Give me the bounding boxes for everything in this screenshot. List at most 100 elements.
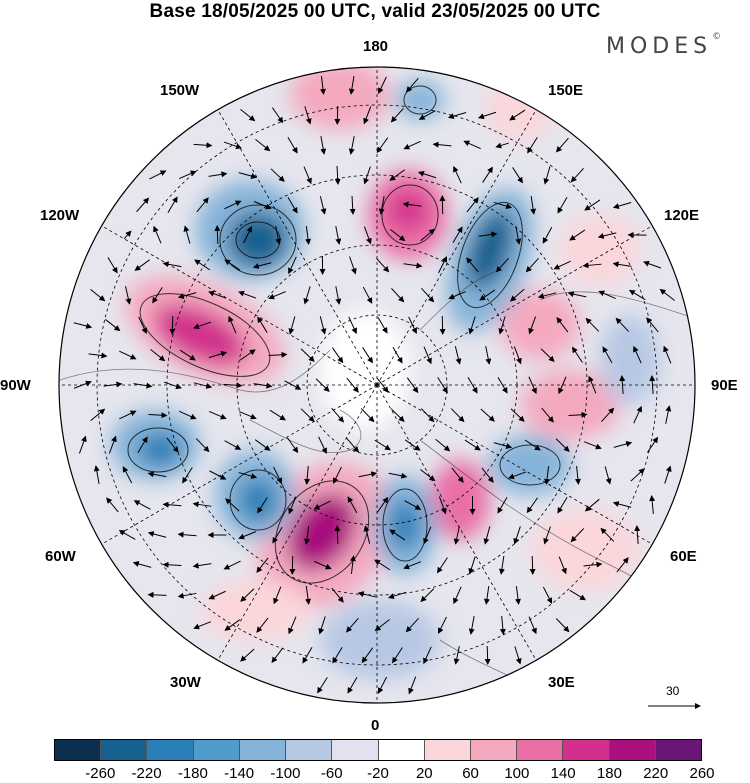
wind-vector bbox=[150, 348, 166, 362]
wind-vector bbox=[238, 172, 258, 179]
wind-vector bbox=[177, 292, 197, 299]
wind-vector bbox=[612, 202, 632, 209]
brand-name: MODES bbox=[606, 34, 713, 59]
wind-vector bbox=[513, 346, 522, 365]
wind-vector bbox=[403, 561, 422, 570]
wind-vector bbox=[420, 228, 436, 242]
wind-vector bbox=[272, 527, 283, 544]
wind-vector bbox=[541, 407, 554, 423]
lon-label-0: 0 bbox=[371, 717, 380, 734]
wind-vector bbox=[224, 200, 242, 210]
wind-vector bbox=[450, 408, 465, 423]
colorbar-swatch bbox=[563, 740, 610, 760]
wind-vector bbox=[633, 345, 642, 364]
wind-vector bbox=[585, 317, 600, 332]
wind-vector bbox=[649, 495, 656, 515]
wind-vector bbox=[119, 410, 137, 420]
wind-vector bbox=[317, 677, 328, 694]
wind-vector bbox=[177, 592, 197, 599]
wind-vector bbox=[570, 168, 584, 183]
wind-vector bbox=[318, 436, 327, 455]
wind-vector bbox=[664, 465, 672, 484]
colorbar-tick-label: -140 bbox=[224, 765, 255, 782]
wind-vector bbox=[530, 196, 537, 215]
wind-vector bbox=[194, 259, 211, 271]
wind-vector bbox=[466, 257, 479, 273]
wind-vector bbox=[240, 588, 255, 602]
wind-vector bbox=[108, 435, 117, 454]
wind-vector bbox=[149, 170, 167, 180]
wind-vector bbox=[193, 382, 213, 389]
wind-vector bbox=[224, 619, 241, 631]
wind-vector bbox=[331, 407, 345, 423]
wind-vector bbox=[238, 531, 257, 540]
wind-vector bbox=[420, 469, 436, 482]
colorbar-swatch bbox=[424, 740, 471, 760]
wind-vector bbox=[663, 345, 672, 364]
wind-vector bbox=[319, 196, 327, 215]
wind-vector bbox=[314, 560, 332, 570]
wind-vector bbox=[377, 676, 388, 694]
wind-vector bbox=[288, 616, 297, 635]
wind-vector bbox=[403, 140, 421, 150]
wind-vector bbox=[556, 317, 569, 333]
wind-vector bbox=[509, 109, 526, 121]
wind-vector bbox=[510, 408, 525, 422]
wind-vector bbox=[192, 501, 212, 508]
colorbar-swatch bbox=[147, 740, 194, 760]
wind-vector bbox=[320, 136, 327, 155]
wind-vector bbox=[268, 291, 287, 300]
wind-vector bbox=[453, 646, 460, 665]
lon-label-150e: 150E bbox=[548, 82, 584, 99]
wind-vector bbox=[208, 171, 228, 178]
wind-vector bbox=[389, 169, 406, 181]
wind-vector bbox=[390, 107, 404, 123]
wind-vector bbox=[304, 465, 311, 485]
wind-vector bbox=[438, 496, 447, 515]
wind-vector bbox=[363, 166, 371, 185]
wind-vector bbox=[348, 136, 355, 155]
wind-vector bbox=[515, 586, 521, 605]
wind-vector bbox=[284, 380, 302, 390]
wind-vector bbox=[508, 471, 527, 480]
wind-vector bbox=[73, 380, 92, 389]
wind-vector bbox=[257, 497, 268, 514]
wind-vector bbox=[569, 589, 587, 601]
wind-vector bbox=[528, 376, 537, 395]
wind-vector bbox=[348, 76, 355, 95]
wind-vector bbox=[483, 526, 491, 545]
wind-vector bbox=[509, 288, 525, 302]
wind-vector bbox=[437, 557, 448, 574]
wind-vector bbox=[106, 497, 119, 513]
wind-vector bbox=[303, 166, 312, 185]
colorbar-tick-label: -260 bbox=[85, 765, 116, 782]
wind-vector bbox=[268, 351, 288, 358]
wind-vector bbox=[583, 441, 602, 450]
wind-vector bbox=[391, 288, 405, 303]
wind-vector bbox=[453, 586, 462, 605]
colorbar-tick-label: -20 bbox=[367, 765, 389, 782]
wind-vector bbox=[287, 136, 298, 154]
wind-vector bbox=[454, 346, 462, 365]
wind-vector bbox=[305, 226, 311, 245]
wind-vector bbox=[318, 616, 326, 635]
wind-vector bbox=[239, 349, 256, 361]
wind-vector bbox=[208, 350, 228, 359]
wind-vector bbox=[349, 256, 357, 275]
wind-vector bbox=[665, 405, 672, 424]
wind-vector bbox=[335, 286, 342, 305]
wind-vector bbox=[254, 201, 272, 210]
wind-vector bbox=[349, 195, 356, 215]
colorbar-tick-label: 220 bbox=[643, 765, 669, 782]
wind-vector bbox=[649, 375, 656, 395]
wind-vector bbox=[392, 346, 403, 364]
wind-vector bbox=[193, 621, 212, 630]
wind-vector bbox=[345, 617, 359, 633]
wind-vector bbox=[78, 435, 87, 454]
wind-vector bbox=[420, 408, 435, 423]
wind-vector bbox=[225, 498, 240, 512]
wind-vector bbox=[363, 106, 372, 125]
wind-vector bbox=[612, 261, 632, 268]
wind-vector bbox=[138, 316, 147, 335]
